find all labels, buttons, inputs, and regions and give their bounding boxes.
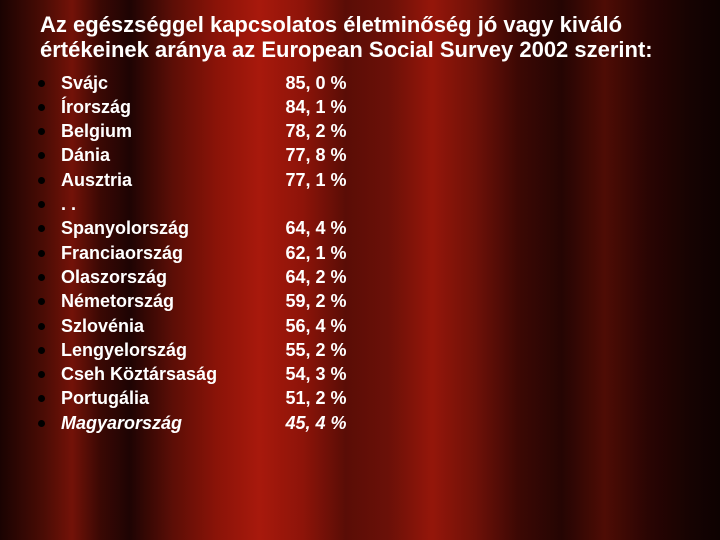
country-label: Portugália: [61, 386, 261, 410]
bullet-icon: [38, 128, 45, 135]
list-item: Németország59, 2 %: [38, 289, 720, 313]
country-label: Spanyolország: [61, 216, 261, 240]
country-label: Németország: [61, 289, 261, 313]
list-item: Svájc85, 0 %: [38, 71, 720, 95]
country-label: Szlovénia: [61, 314, 261, 338]
value-label: 77, 1 %: [261, 168, 371, 192]
bullet-icon: [38, 250, 45, 257]
value-label: 85, 0 %: [261, 71, 371, 95]
list-item: Lengyelország55, 2 %: [38, 338, 720, 362]
bullet-icon: [38, 395, 45, 402]
country-label: Belgium: [61, 119, 261, 143]
bullet-icon: [38, 80, 45, 87]
value-label: 78, 2 %: [261, 119, 371, 143]
list-item: Magyarország45, 4 %: [38, 411, 720, 435]
value-label: 55, 2 %: [261, 338, 371, 362]
list-item: Szlovénia56, 4 %: [38, 314, 720, 338]
country-label: Olaszország: [61, 265, 261, 289]
value-label: 51, 2 %: [261, 386, 371, 410]
bullet-icon: [38, 225, 45, 232]
country-label: Ausztria: [61, 168, 261, 192]
slide-title: Az egészséggel kapcsolatos életminőség j…: [0, 0, 720, 71]
list-item: Ausztria77, 1 %: [38, 168, 720, 192]
country-label: Magyarország: [61, 411, 261, 435]
country-label: Svájc: [61, 71, 261, 95]
value-label: 62, 1 %: [261, 241, 371, 265]
bullet-icon: [38, 201, 45, 208]
list-item: . .: [38, 192, 720, 216]
list-item: Dánia77, 8 %: [38, 143, 720, 167]
bullet-icon: [38, 420, 45, 427]
bullet-icon: [38, 152, 45, 159]
list-item: Cseh Köztársaság54, 3 %: [38, 362, 720, 386]
country-label: . .: [61, 192, 261, 216]
list-item: Franciaország62, 1 %: [38, 241, 720, 265]
value-label: 54, 3 %: [261, 362, 371, 386]
bullet-icon: [38, 298, 45, 305]
value-label: 45, 4 %: [261, 411, 371, 435]
value-label: 64, 2 %: [261, 265, 371, 289]
bullet-icon: [38, 323, 45, 330]
country-list: Svájc85, 0 %Írország84, 1 %Belgium78, 2 …: [0, 71, 720, 435]
bullet-icon: [38, 104, 45, 111]
list-item: Olaszország64, 2 %: [38, 265, 720, 289]
value-label: 64, 4 %: [261, 216, 371, 240]
country-label: Dánia: [61, 143, 261, 167]
list-item: Írország84, 1 %: [38, 95, 720, 119]
bullet-icon: [38, 347, 45, 354]
country-label: Franciaország: [61, 241, 261, 265]
value-label: 84, 1 %: [261, 95, 371, 119]
bullet-icon: [38, 274, 45, 281]
list-item: Belgium78, 2 %: [38, 119, 720, 143]
value-label: 77, 8 %: [261, 143, 371, 167]
list-item: Portugália51, 2 %: [38, 386, 720, 410]
value-label: 56, 4 %: [261, 314, 371, 338]
bullet-icon: [38, 371, 45, 378]
country-label: Írország: [61, 95, 261, 119]
country-label: Cseh Köztársaság: [61, 362, 261, 386]
list-item: Spanyolország64, 4 %: [38, 216, 720, 240]
bullet-icon: [38, 177, 45, 184]
value-label: 59, 2 %: [261, 289, 371, 313]
country-label: Lengyelország: [61, 338, 261, 362]
